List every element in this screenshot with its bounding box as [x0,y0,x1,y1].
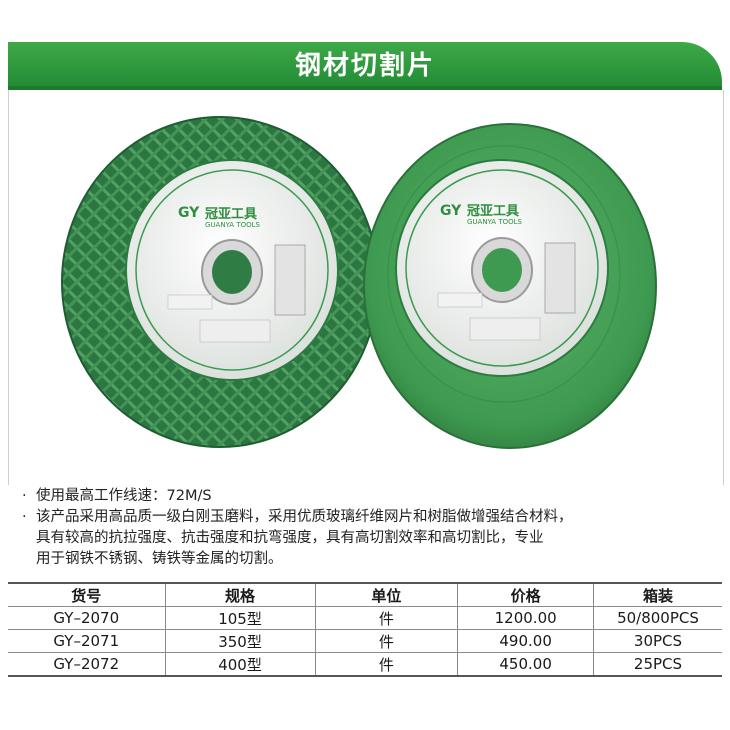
description-line: · 该产品采用高品质一级白刚玉磨料，采用优质玻璃纤维网片和树脂做增强结合材料， [22,507,722,528]
cutting-disc-solid [360,118,660,458]
column-header: 价格 [457,582,594,607]
description-line: 具有较高的抗拉强度、抗击强度和抗弯强度，具有高切割效率和高切割比，专业 [36,530,544,546]
table-cell: 件 [314,652,459,677]
brand-name-cn: 冠亚工具 [467,204,520,219]
table-row: GY–2070 105型 件 1200.00 50/800PCS [8,606,722,630]
description-line: 用于钢铁不锈钢、铸铁等金属的切割。 [36,551,283,567]
table-cell: 1200.00 [457,606,594,630]
header-banner [8,42,722,90]
description-line: · 使用最高工作线速：72M/S [22,486,722,507]
table-cell: 105型 [164,606,316,630]
table-cell: GY–2070 [8,606,166,630]
column-header: 单位 [314,582,459,607]
page-title: 钢材切割片 [294,51,435,81]
table-cell: 50/800PCS [592,606,722,630]
table-cell: GY–2072 [8,652,166,677]
column-header: 货号 [8,582,166,607]
table-cell: GY–2071 [8,629,166,653]
table-cell: 400型 [164,652,316,677]
column-header: 规格 [164,582,316,607]
table-row: GY–2072 400型 件 450.00 25PCS [8,652,722,677]
brand-name-cn: 冠亚工具 [205,207,258,222]
table-cell: 30PCS [592,629,722,653]
brand-name-en: GUANYA TOOLS [467,218,522,226]
table-header-row: 货号 规格 单位 价格 箱装 [8,582,722,607]
product-description: · 使用最高工作线速：72M/S · 该产品采用高品质一级白刚玉磨料，采用优质玻璃纤… [22,486,722,570]
brand-logo: GY [178,205,200,221]
table-cell: 490.00 [457,629,594,653]
table-cell: 件 [314,606,459,630]
cutting-disc-mesh [60,110,390,450]
table-cell: 450.00 [457,652,594,677]
brand-logo: GY [440,203,462,219]
table-cell: 件 [314,629,459,653]
bullet: · [22,509,27,525]
product-photo [8,90,724,485]
brand-name-en: GUANYA TOOLS [205,221,260,229]
table-row: GY–2071 350型 件 490.00 30PCS [8,629,722,653]
column-header: 箱装 [592,582,722,607]
table-cell: 350型 [164,629,316,653]
bullet: · [22,488,27,504]
spec-table: 货号 规格 单位 价格 箱装 GY–2070 105型 件 1200.00 50… [8,582,722,677]
header-underline [8,86,722,90]
table-cell: 25PCS [592,652,722,677]
